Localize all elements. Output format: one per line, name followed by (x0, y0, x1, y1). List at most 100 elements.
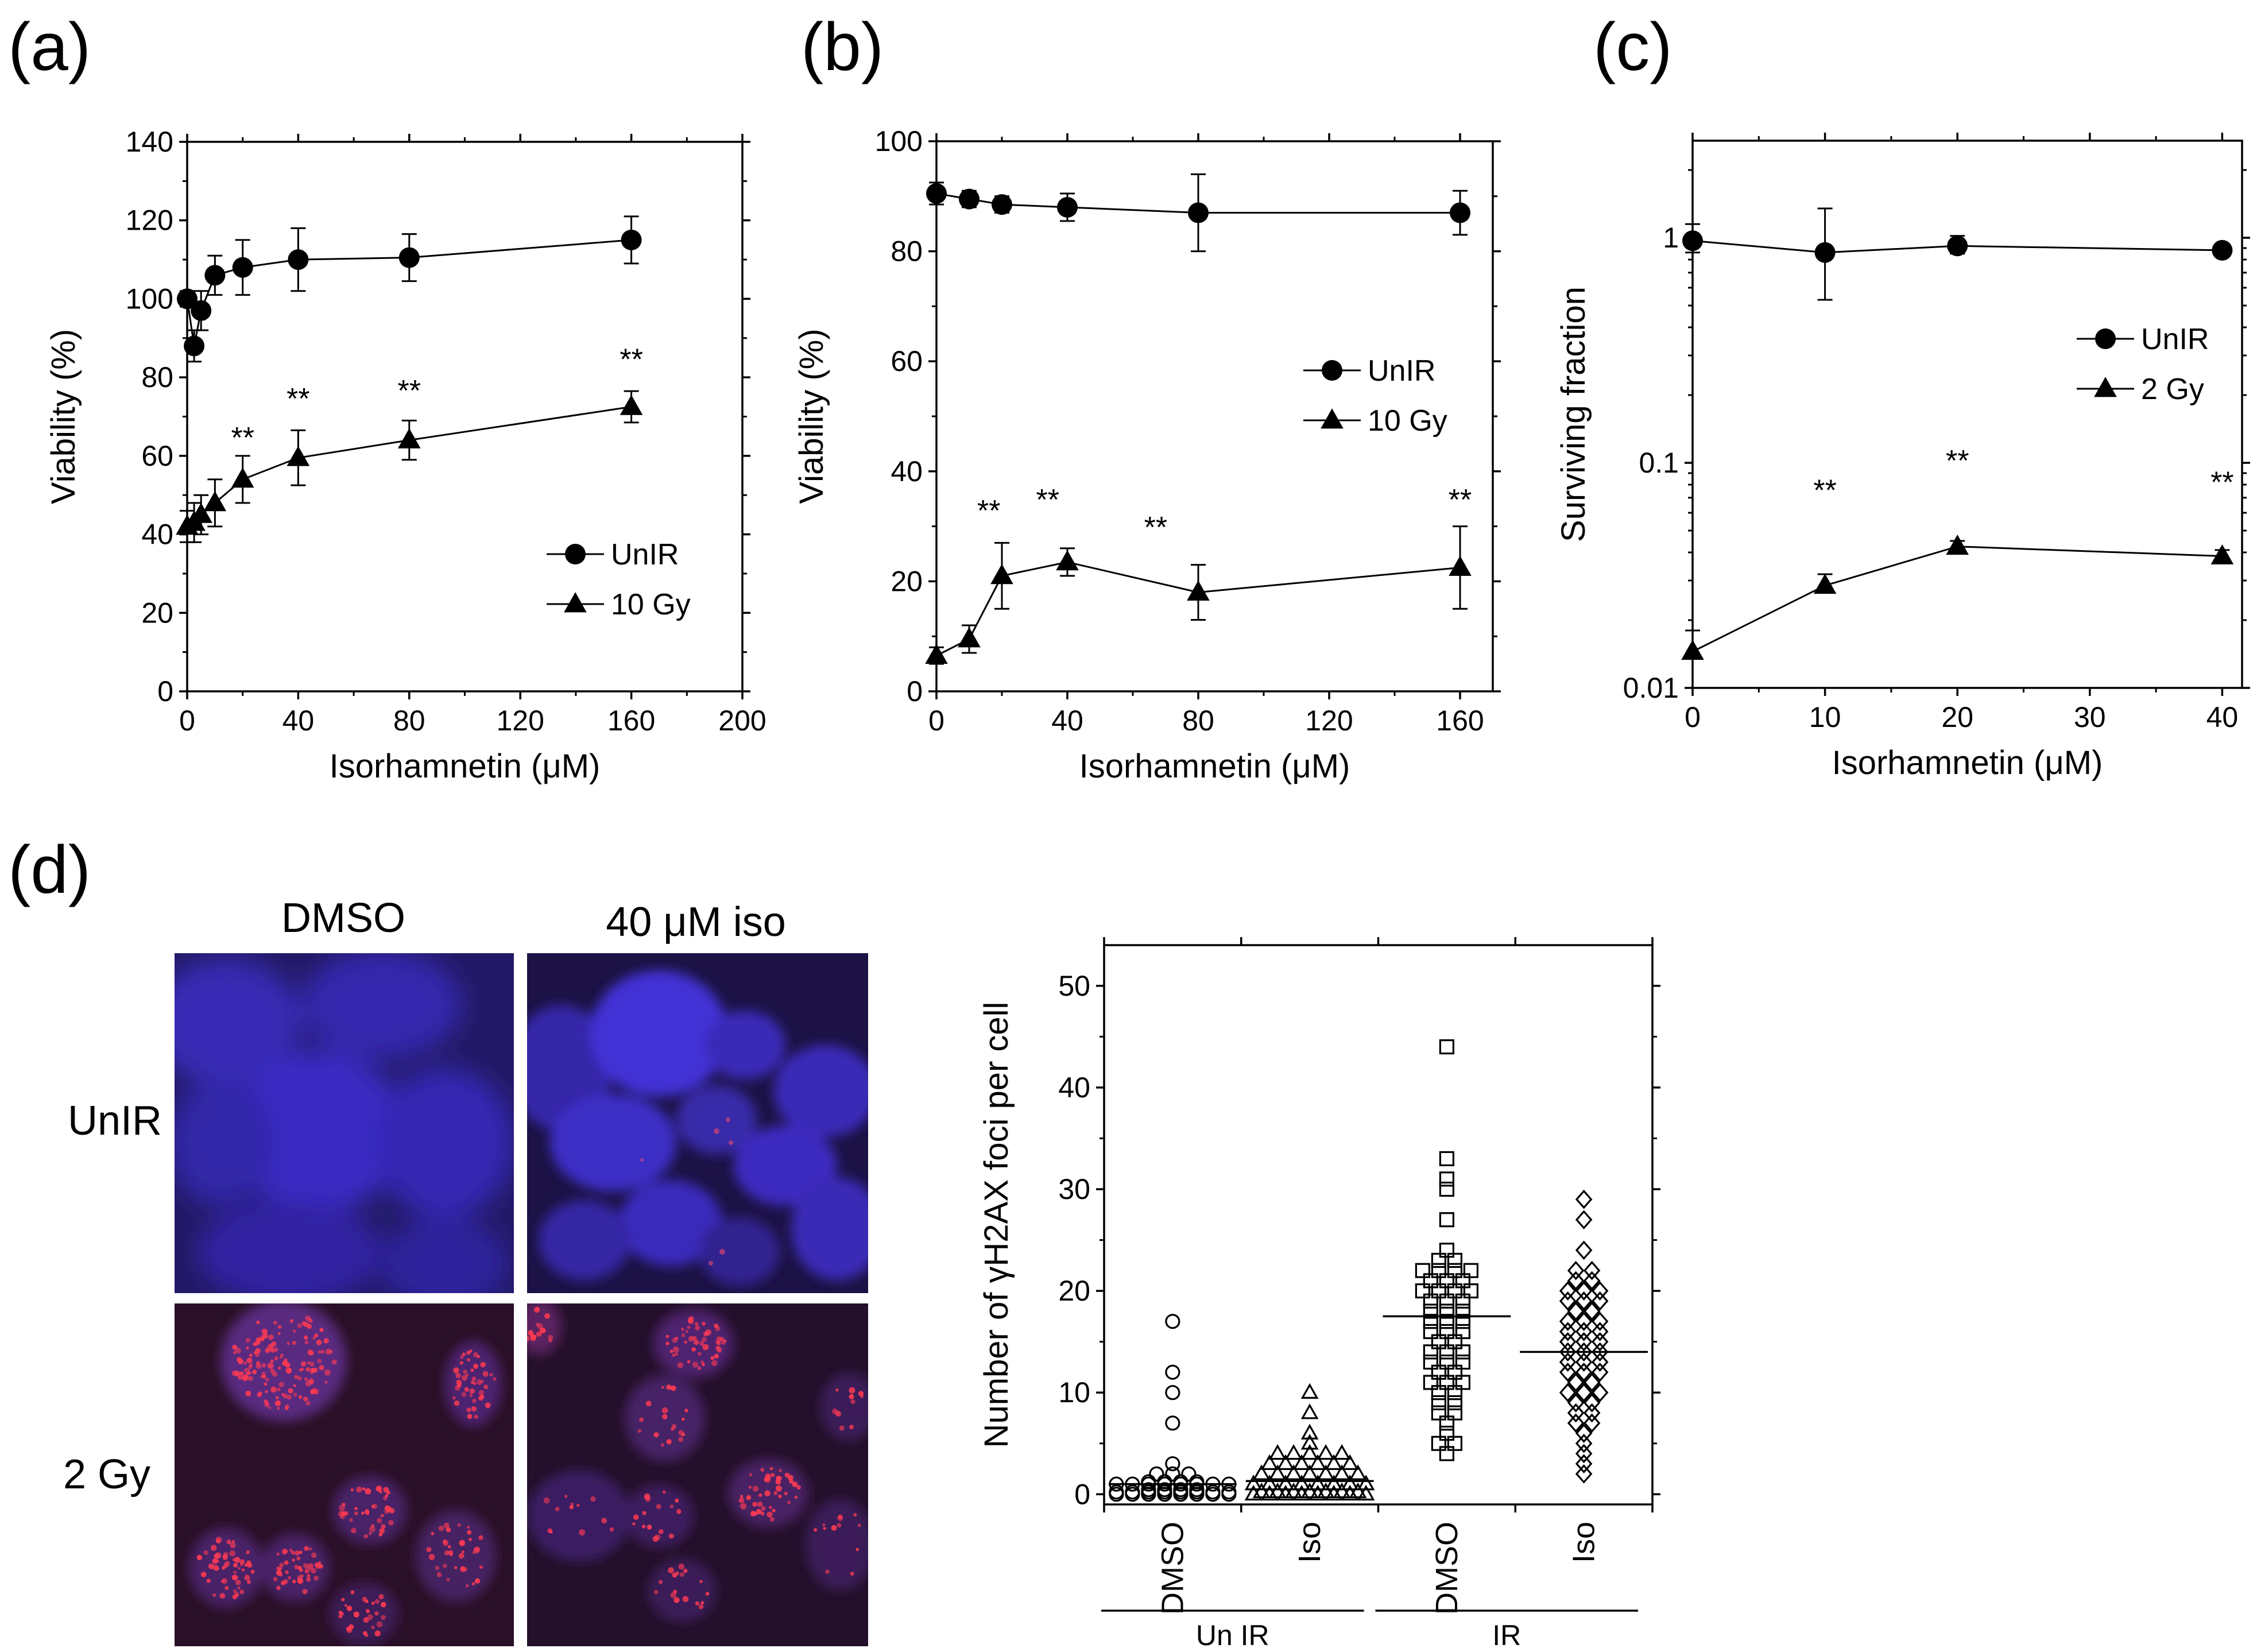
gamma-h2ax-focus (312, 1336, 316, 1340)
gamma-h2ax-focus (666, 1439, 672, 1445)
data-point (1575, 1444, 1593, 1464)
gamma-h2ax-focus (307, 1563, 314, 1569)
gamma-h2ax-focus (676, 1509, 682, 1514)
gamma-h2ax-focus (703, 1332, 709, 1337)
x-axis-label: Isorhamnetin (μM) (1832, 744, 2103, 781)
gamma-h2ax-focus (473, 1352, 479, 1357)
data-point (1455, 1293, 1470, 1309)
gamma-h2ax-focus (764, 1490, 771, 1496)
gamma-h2ax-focus (700, 1601, 704, 1605)
series-10-gy: ** ** ** ** (176, 343, 643, 543)
gamma-h2ax-focus (471, 1376, 477, 1381)
gamma-h2ax-focus (570, 1502, 574, 1506)
data-point (1567, 1372, 1585, 1392)
gamma-h2ax-focus (365, 1488, 371, 1495)
gamma-h2ax-focus (224, 1561, 230, 1567)
data-point (1591, 1383, 1609, 1402)
gamma-h2ax-focus (363, 1631, 367, 1635)
gamma-h2ax-focus (308, 1378, 314, 1384)
gamma-h2ax-focus (323, 1338, 329, 1344)
series-unir (926, 173, 1470, 253)
gamma-h2ax-focus (483, 1384, 489, 1390)
data-point (1463, 1283, 1478, 1299)
gamma-h2ax-focus (665, 1341, 669, 1345)
gamma-h2ax-focus (454, 1400, 460, 1406)
gamma-h2ax-focus (318, 1351, 321, 1354)
data-point (992, 194, 1012, 215)
gamma-h2ax-focus (250, 1569, 255, 1574)
gamma-h2ax-focus (245, 1562, 249, 1567)
gamma-h2ax-focus (678, 1563, 685, 1570)
data-point (1300, 1383, 1319, 1399)
gamma-h2ax-focus (719, 1337, 725, 1342)
data-point (1583, 1403, 1601, 1423)
gamma-h2ax-focus (324, 1380, 328, 1384)
gamma-h2ax-focus (673, 1347, 679, 1353)
gamma-h2ax-focus (540, 1327, 546, 1333)
microscopy-grid: DMSO 40 μM iso UnIR 2 Gy (63, 895, 868, 1646)
gamma-h2ax-focus (569, 1505, 574, 1510)
gamma-h2ax-focus (472, 1551, 475, 1554)
data-point (288, 249, 309, 270)
data-point (1455, 1324, 1470, 1340)
data-point (1439, 1293, 1454, 1309)
gamma-h2ax-focus (255, 1353, 260, 1357)
data-point (1260, 1454, 1279, 1470)
gamma-h2ax-focus (354, 1507, 358, 1510)
legend-label: 10 Gy (1368, 404, 1447, 438)
data-point (1300, 1423, 1319, 1440)
micrograph-2gy-iso (527, 1303, 868, 1646)
gamma-h2ax-focus (658, 1529, 664, 1534)
gamma-h2ax-focus (233, 1589, 237, 1593)
gamma-h2ax-focus (481, 1380, 484, 1383)
microscopy-column-label-dmso: DMSO (281, 895, 405, 941)
gamma-h2ax-focus (237, 1357, 242, 1362)
data-point (1583, 1301, 1601, 1321)
gamma-h2ax-focus (239, 1371, 244, 1376)
gamma-h2ax-focus (292, 1580, 296, 1584)
gamma-h2ax-focus (303, 1322, 309, 1328)
gamma-h2ax-focus (669, 1349, 673, 1353)
gamma-h2ax-focus (273, 1321, 277, 1325)
gamma-h2ax-focus (547, 1528, 552, 1533)
legend: UnIR 2 Gy (2077, 323, 2209, 406)
gamma-h2ax-focus (476, 1379, 482, 1385)
gamma-h2ax-focus (642, 1511, 646, 1515)
gamma-h2ax-focus (388, 1520, 394, 1526)
gamma-h2ax-focus (853, 1513, 857, 1516)
gamma-h2ax-focus (224, 1586, 229, 1591)
gamma-h2ax-focus (750, 1510, 756, 1515)
gamma-h2ax-focus (259, 1335, 265, 1341)
gamma-h2ax-focus (305, 1367, 311, 1372)
significance-marker: ** (1813, 474, 1836, 508)
gamma-h2ax-focus (831, 1525, 837, 1531)
gamma-h2ax-focus (668, 1533, 674, 1539)
data-point (1575, 1291, 1593, 1311)
gamma-h2ax-focus (639, 1417, 644, 1422)
data-point (1559, 1352, 1577, 1372)
gamma-h2ax-focus (314, 1562, 319, 1567)
gamma-h2ax-focus (662, 1414, 668, 1419)
data-point (1260, 1475, 1279, 1491)
gamma-h2ax-focus (850, 1572, 854, 1576)
gamma-h2ax-focus (235, 1579, 241, 1585)
data-point (1591, 1311, 1609, 1332)
gamma-h2ax-focus (814, 1528, 818, 1532)
gamma-h2ax-focus (285, 1362, 291, 1368)
gamma-h2ax-focus (473, 1363, 478, 1369)
data-point (1423, 1324, 1438, 1340)
micrograph-unir-iso (527, 953, 868, 1293)
y-tick-label: 30 (1058, 1173, 1090, 1205)
gamma-h2ax-focus (300, 1367, 304, 1371)
gamma-h2ax-focus (536, 1322, 540, 1326)
gamma-h2ax-focus (462, 1352, 466, 1356)
gamma-h2ax-focus (633, 1514, 639, 1520)
data-point (1423, 1314, 1438, 1329)
gamma-h2ax-focus (285, 1406, 289, 1410)
gamma-h2ax-focus (302, 1589, 308, 1595)
data-point (1439, 1446, 1454, 1461)
gamma-h2ax-focus (702, 1363, 705, 1367)
gamma-h2ax-focus (792, 1481, 798, 1487)
gamma-h2ax-focus (288, 1388, 293, 1394)
gamma-h2ax-focus (299, 1395, 303, 1399)
